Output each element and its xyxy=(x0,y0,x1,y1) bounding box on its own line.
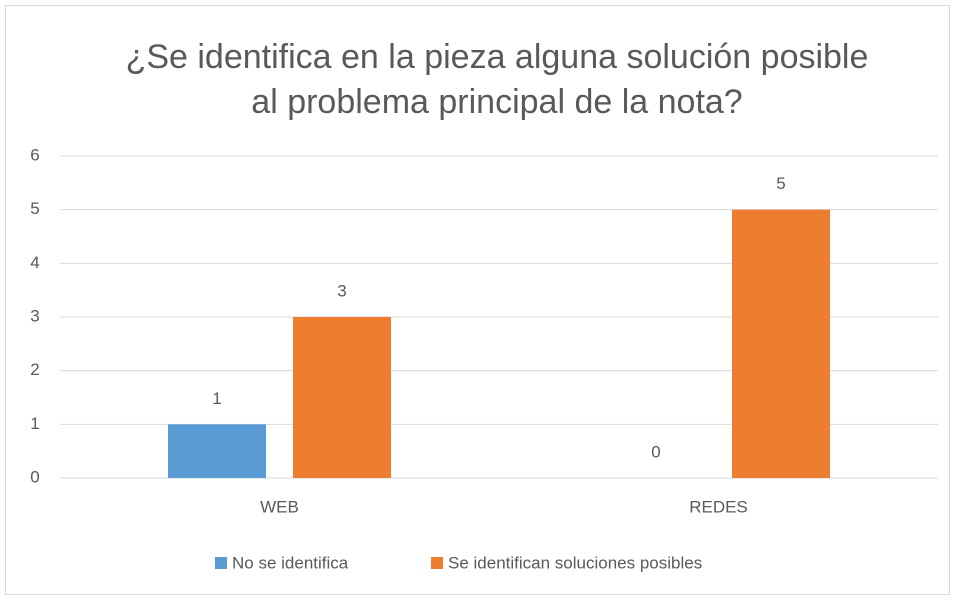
y-tick-label: 6 xyxy=(30,145,39,164)
x-tick-label: REDES xyxy=(689,497,748,516)
data-label: 3 xyxy=(337,281,346,300)
legend-label: Se identifican soluciones posibles xyxy=(448,553,702,572)
y-tick-label: 4 xyxy=(30,253,39,272)
y-tick-label: 0 xyxy=(30,467,39,486)
y-tick-label: 5 xyxy=(30,199,39,218)
legend-swatch xyxy=(215,557,227,569)
bar xyxy=(732,209,830,478)
legend-swatch xyxy=(431,557,443,569)
bar xyxy=(168,424,266,478)
y-tick-label: 1 xyxy=(30,414,39,433)
bar xyxy=(293,317,391,478)
data-label: 0 xyxy=(651,442,660,461)
chart-title: ¿Se identifica en la pieza alguna soluci… xyxy=(126,38,869,76)
data-label: 1 xyxy=(212,389,221,408)
legend-label: No se identifica xyxy=(232,553,349,572)
y-tick-label: 2 xyxy=(30,360,39,379)
data-label: 5 xyxy=(776,174,785,193)
chart-title: al problema principal de la nota? xyxy=(251,83,742,121)
x-tick-label: WEB xyxy=(260,497,299,516)
y-tick-label: 3 xyxy=(30,306,39,325)
